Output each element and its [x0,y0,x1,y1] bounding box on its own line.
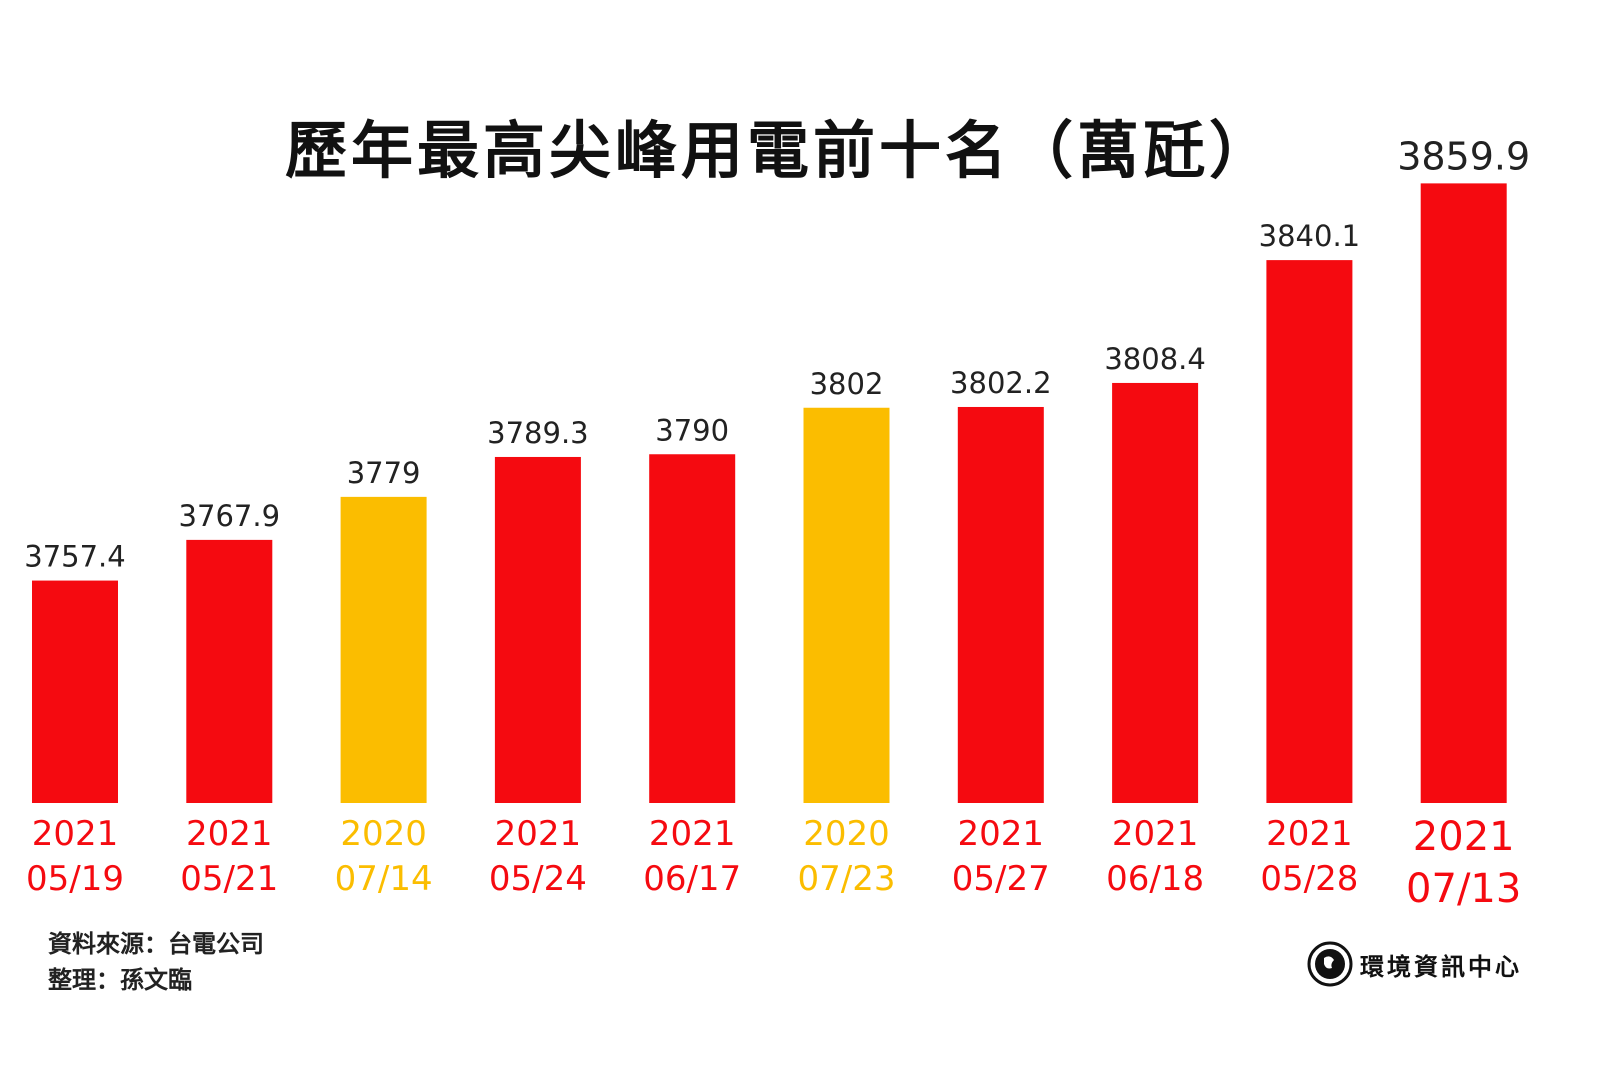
data-label: 3840.1 [1259,219,1360,253]
chart-title: 歷年最高尖峰用電前十名（萬瓩） [284,114,1275,187]
data-label: 3790 [655,413,729,447]
x-tick-date: 05/28 [1260,859,1358,899]
globe-logo-icon [1307,941,1353,987]
bar [957,406,1044,803]
x-tick-date: 05/21 [180,859,278,899]
bar [1420,183,1507,803]
bar [803,407,890,803]
logo: 環境資訊中心 [1306,940,1522,988]
x-tick-year: 2021 [186,814,273,854]
x-tick-date: 05/24 [489,859,587,899]
bar-chart: 3757.4 2021 05/19 3767.9 2021 05/21 3779 2020 07… [24,134,1530,912]
data-label: 3789.3 [487,416,588,450]
bar [32,580,118,803]
data-label: 3808.4 [1104,342,1205,376]
x-tick-year: 2020 [340,814,427,854]
editor-note: 整理：孫文臨 [48,966,192,994]
bar [494,456,581,803]
x-tick-date: 07/14 [335,859,433,899]
x-tick-date: 06/18 [1106,859,1204,899]
x-tick-year: 2021 [649,814,736,854]
logo-text: 環境資訊中心 [1360,952,1522,981]
x-tick-year: 2021 [1266,814,1353,854]
data-label: 3802.2 [950,366,1051,400]
bar [649,454,736,803]
bar [340,496,427,803]
bar [186,539,273,803]
data-label: 3779 [347,456,421,490]
x-tick-year: 2021 [1413,814,1515,860]
x-tick-year: 2021 [958,814,1045,854]
x-tick-year: 2020 [803,814,890,854]
x-tick-date: 05/19 [26,859,124,899]
x-tick-date: 07/23 [798,859,896,899]
x-tick-year: 2021 [495,814,582,854]
x-tick-date: 07/13 [1406,866,1521,912]
data-label: 3757.4 [24,540,125,574]
x-tick-date: 06/17 [643,859,741,899]
x-tick-date: 05/27 [952,859,1050,899]
x-tick-year: 2021 [32,814,119,854]
bar [1112,382,1199,803]
source-note: 資料來源：台電公司 [48,930,264,958]
x-tick-year: 2021 [1112,814,1199,854]
data-label: 3802 [810,367,884,401]
bar [1266,260,1353,803]
data-label: 3767.9 [179,499,280,533]
data-label: 3859.9 [1397,134,1530,178]
